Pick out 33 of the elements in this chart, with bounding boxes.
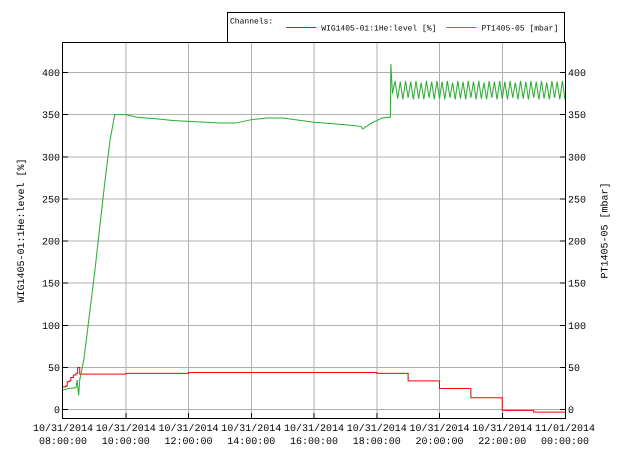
y-axis-title: WIG1405-01:1He:level [%] xyxy=(16,158,28,303)
y2-tick-label: 50 xyxy=(568,364,580,375)
line-series xyxy=(63,64,565,396)
y-tick-label: 50 xyxy=(48,364,60,375)
y2-tick-label: 300 xyxy=(568,153,586,164)
y-tick-label: 300 xyxy=(42,153,60,164)
x-tick-label: 10/31/2014 18:00:00 xyxy=(346,423,407,448)
y2-tick-label: 100 xyxy=(568,322,586,333)
y2-tick-label: 400 xyxy=(568,68,586,80)
y2-tick-label: 350 xyxy=(568,111,586,122)
y-tick-label: 150 xyxy=(42,280,60,291)
y-tick-label: 400 xyxy=(42,68,60,80)
y-tick-label: 100 xyxy=(42,322,60,333)
x-tick-label: 10/31/2014 16:00:00 xyxy=(284,423,344,448)
legend-label: PT1405-05 [mbar] xyxy=(481,24,558,34)
legend-label: WIG1405-01:1He:level [%] xyxy=(321,24,436,34)
y2-tick-label: 250 xyxy=(568,195,586,206)
y-tick-label: 250 xyxy=(42,195,60,206)
x-tick-label: 10/31/2014 10:00:00 xyxy=(96,423,156,448)
x-tick-label: 10/31/2014 14:00:00 xyxy=(221,423,282,448)
y-tick-label: 200 xyxy=(42,238,60,249)
legend-title: Channels: xyxy=(230,17,274,26)
y2-tick-label: 200 xyxy=(568,238,586,249)
x-tick-label: 10/31/2014 08:00:00 xyxy=(32,423,94,448)
y2-tick-label: 150 xyxy=(568,280,586,291)
x-tick-label: 10/31/2014 20:00:00 xyxy=(409,423,470,448)
x-tick-label: 10/31/2014 22:00:00 xyxy=(472,423,532,448)
y2-axis-title: PT1405-05 [mbar] xyxy=(600,182,612,279)
x-tick-label: 11/01/2014 00:00:00 xyxy=(534,423,596,448)
y-tick-label: 350 xyxy=(42,111,60,122)
y-tick-label: 0 xyxy=(54,406,60,418)
x-tick-label: 10/31/2014 12:00:00 xyxy=(158,423,219,448)
y2-tick-label: 0 xyxy=(568,406,574,418)
